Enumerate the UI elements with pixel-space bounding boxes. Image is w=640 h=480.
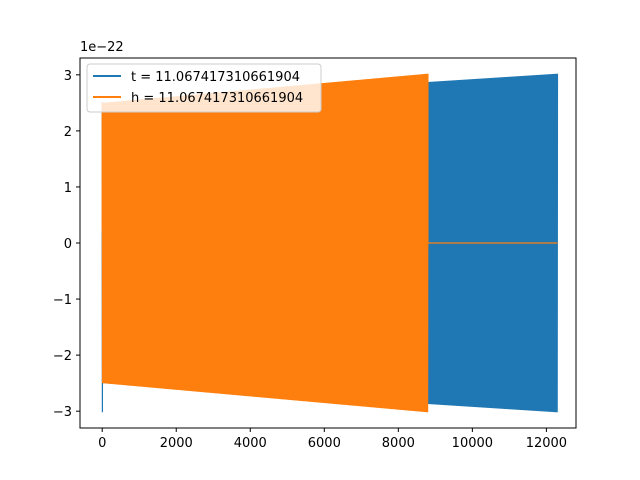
x-tick-label: 0 — [98, 436, 106, 451]
legend: t = 11.067417310661904 h = 11.0674173106… — [86, 63, 322, 113]
x-tick-label: 8000 — [382, 436, 415, 451]
y-tick-label: 3 — [64, 69, 72, 84]
y-tick-label: −3 — [53, 405, 72, 420]
series-line-h — [101, 73, 558, 413]
y-tick-label: −2 — [53, 349, 72, 364]
y-tick-label: 2 — [64, 125, 72, 140]
y-tick-label: 1 — [64, 181, 72, 196]
x-tick-label: 6000 — [308, 436, 341, 451]
y-axis: −3 −2 −1 0 1 2 3 — [53, 69, 80, 420]
x-tick-label: 4000 — [234, 436, 267, 451]
legend-box — [86, 63, 322, 113]
y-offset-label: 1e−22 — [80, 40, 124, 55]
y-tick-label: −1 — [53, 293, 72, 308]
x-axis: 0 2000 4000 6000 8000 10000 12000 — [98, 428, 567, 451]
y-tick-label: 0 — [64, 237, 72, 252]
x-tick-label: 12000 — [526, 436, 567, 451]
plot-area — [101, 73, 559, 413]
x-tick-label: 2000 — [160, 436, 193, 451]
legend-label-t: t = 11.067417310661904 — [131, 70, 300, 85]
legend-label-h: h = 11.067417310661904 — [131, 91, 303, 106]
x-tick-label: 10000 — [452, 436, 493, 451]
